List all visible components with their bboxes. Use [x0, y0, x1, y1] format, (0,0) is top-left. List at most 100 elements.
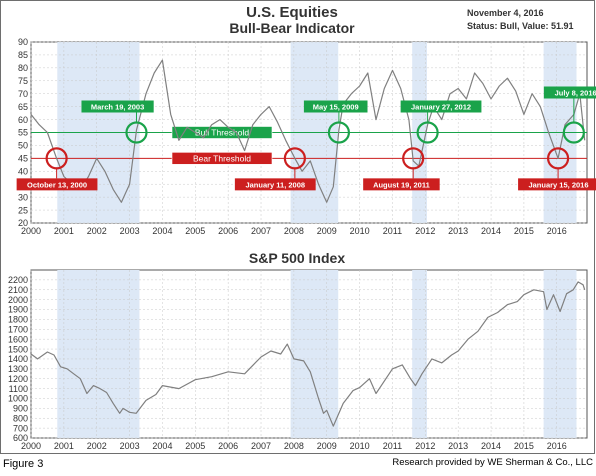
annotation-circle-2	[416, 121, 439, 144]
y-tick-label: 1900	[8, 305, 28, 315]
x-tick-label: 2012	[415, 226, 435, 236]
annotation-label-box-7	[518, 178, 596, 191]
annotation-circle-6	[402, 147, 425, 170]
x-tick-label: 2014	[481, 226, 501, 236]
x-tick-label: 2014	[481, 441, 501, 451]
bull-threshold-label: Bull Threshold	[195, 128, 249, 138]
shaded-period-3	[543, 270, 577, 438]
annotation-circle-1	[327, 121, 351, 144]
x-tick-label: 2007	[251, 441, 271, 451]
y-tick-label: 25	[18, 205, 28, 215]
y-tick-label: 50	[18, 141, 28, 151]
y-tick-label: 80	[18, 63, 28, 73]
y-tick-label: 2100	[8, 285, 28, 295]
annotation-label-4: October 13, 2000	[27, 180, 87, 189]
y-tick-label: 40	[18, 166, 28, 176]
x-tick-label: 2000	[21, 226, 41, 236]
y-tick-label: 1500	[8, 344, 28, 354]
top-chart-title: U.S. Equities	[246, 4, 338, 21]
bear-threshold-box	[171, 152, 273, 165]
y-tick-label: 700	[13, 423, 28, 433]
y-tick-label: 1700	[8, 324, 28, 334]
signal-annotations: March 19, 2003 May 15, 2009 January 27, 20…	[16, 86, 596, 191]
x-tick-label: 2006	[218, 226, 238, 236]
bear-threshold-label: Bear Threshold	[193, 153, 251, 163]
y-tick-label: 1000	[8, 394, 28, 404]
y-tick-label: 2200	[8, 275, 28, 285]
x-tick-label: 2016	[547, 441, 567, 451]
x-tick-label: 2003	[120, 441, 140, 451]
annotation-label-7: January 15, 2016	[528, 180, 588, 189]
x-tick-label: 2002	[87, 441, 107, 451]
y-tick-label: 70	[18, 89, 28, 99]
top-chart-subtitle: Bull-Bear Indicator	[229, 20, 355, 36]
y-tick-label: 75	[18, 76, 28, 86]
x-tick-label: 2011	[383, 441, 402, 451]
bull-bear-series	[30, 59, 586, 203]
x-tick-label: 2013	[448, 441, 468, 451]
annotation-label-6: August 19, 2011	[373, 180, 430, 189]
shaded-period-0	[57, 270, 140, 438]
annotation-circle-4	[45, 147, 68, 170]
x-tick-label: 2010	[350, 441, 370, 451]
x-tick-label: 2004	[152, 226, 172, 236]
x-tick-label: 2009	[317, 226, 337, 236]
sp500-series	[30, 281, 586, 427]
y-tick-label: 600	[13, 433, 28, 443]
y-tick-label: 45	[18, 154, 28, 164]
y-tick-label: 800	[13, 413, 28, 423]
annotation-label-5: January 11, 2008	[245, 180, 305, 189]
y-tick-label: 2000	[8, 295, 28, 305]
y-tick-label: 1100	[9, 384, 28, 394]
annotation-circle-7	[546, 147, 570, 170]
bottom-chart-title: S&P 500 Index	[249, 250, 345, 266]
annotation-label-box-1	[303, 100, 368, 113]
x-tick-label: 2001	[54, 226, 74, 236]
x-tick-label: 2015	[514, 441, 534, 451]
series-line-0	[30, 281, 586, 427]
annotation-label-2: January 27, 2012	[411, 103, 471, 112]
x-tick-label: 2005	[185, 441, 205, 451]
threshold-lines: Bull Threshold Bear Threshold	[31, 126, 587, 165]
annotation-label-box-6	[363, 178, 440, 191]
y-tick-label: 30	[18, 192, 28, 202]
x-tick-label: 2016	[547, 226, 567, 236]
y-tick-label: 20	[18, 218, 28, 228]
y-tick-label: 90	[18, 37, 28, 47]
x-tick-label: 2008	[284, 441, 304, 451]
top-axis-ticks: 2025303540455055606570758085902000200120…	[18, 37, 567, 236]
y-tick-label: 1400	[8, 354, 28, 364]
annotation-circle-3	[562, 121, 585, 144]
status-label: Status: Bull, Value: 51.91	[467, 21, 574, 31]
shaded-period-1	[290, 270, 339, 438]
x-tick-label: 2013	[448, 226, 468, 236]
x-tick-label: 2007	[251, 226, 271, 236]
annotation-circle-5	[283, 147, 306, 170]
x-tick-label: 2011	[383, 226, 402, 236]
y-tick-label: 1200	[8, 374, 28, 384]
series-line-0	[30, 59, 586, 203]
date-label: November 4, 2016	[467, 8, 544, 18]
x-tick-label: 2012	[415, 441, 435, 451]
x-tick-label: 2003	[120, 226, 140, 236]
annotation-label-box-3	[543, 86, 596, 99]
annotation-label-box-2	[400, 100, 482, 113]
y-tick-label: 60	[18, 115, 28, 125]
annotation-label-1: May 15, 2009	[313, 103, 359, 112]
annotation-label-3: July 8, 2016	[555, 89, 596, 98]
x-tick-label: 2010	[350, 226, 370, 236]
annotation-label-box-5	[234, 178, 316, 191]
bottom-axis-ticks: 6007008009001000110012001300140015001600…	[8, 275, 567, 451]
annotation-circle-0	[125, 121, 148, 144]
x-tick-label: 2009	[317, 441, 337, 451]
x-tick-label: 2001	[54, 441, 74, 451]
y-tick-label: 85	[18, 50, 28, 60]
credit-line: Research provided by WE Sherman & Co., L…	[392, 457, 593, 468]
x-tick-label: 2004	[152, 441, 172, 451]
bull-threshold-box	[171, 126, 273, 139]
shaded-period-2	[412, 270, 427, 438]
x-tick-label: 2006	[218, 441, 238, 451]
annotation-label-box-4	[16, 178, 98, 191]
y-tick-label: 1300	[8, 364, 28, 374]
